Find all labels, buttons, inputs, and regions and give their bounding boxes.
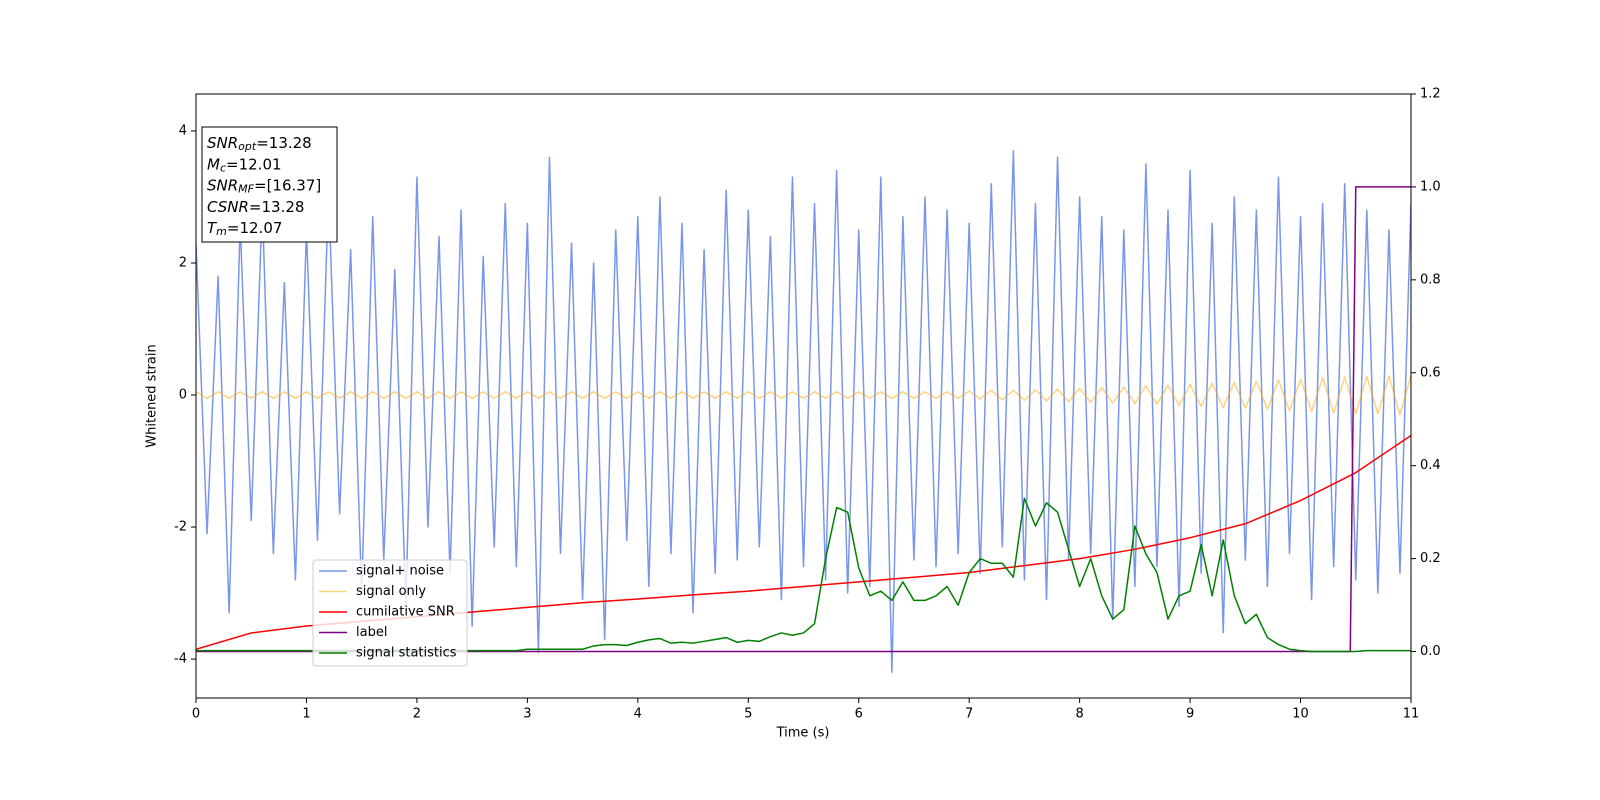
y-tick-label: -4 bbox=[174, 652, 187, 667]
annotation-value: =13.28 bbox=[249, 197, 305, 215]
x-axis-label: Time (s) bbox=[776, 726, 830, 741]
axes-frame bbox=[195, 93, 1412, 699]
series-line bbox=[196, 150, 1411, 674]
y2-tick-label: 0.2 bbox=[1420, 551, 1441, 566]
y-tick-label: 4 bbox=[179, 123, 187, 138]
x-tick-label: 7 bbox=[965, 707, 973, 722]
x-tick-label: 10 bbox=[1292, 707, 1309, 722]
annotation-line: Mc=12.01 bbox=[207, 155, 282, 175]
legend-box bbox=[312, 559, 468, 667]
annotation-line: SNRMF=[16.37] bbox=[207, 176, 321, 196]
y2-tick-label: 0.0 bbox=[1420, 644, 1441, 659]
y-axis-label: Whitened strain bbox=[145, 344, 160, 447]
y2-tick-label: 0.4 bbox=[1420, 458, 1441, 473]
y2-tick-label: 0.6 bbox=[1420, 365, 1441, 380]
annotation-sub: MF bbox=[238, 183, 254, 196]
x-tick-label: 2 bbox=[413, 707, 421, 722]
annotation-box bbox=[201, 126, 338, 243]
x-tick-label: 4 bbox=[634, 707, 642, 722]
x-tick-label: 6 bbox=[855, 707, 863, 722]
x-tick-label: 8 bbox=[1075, 707, 1083, 722]
y2-tick-label: 1.2 bbox=[1420, 87, 1441, 102]
annotation-main: CSNR bbox=[207, 197, 249, 215]
annotation-main: M bbox=[207, 155, 220, 173]
annotation-line: CSNR=13.28 bbox=[207, 197, 304, 215]
annotation-sub: c bbox=[220, 161, 226, 174]
y-tick-label: 2 bbox=[179, 255, 187, 270]
y2-tick-label: 0.8 bbox=[1420, 272, 1441, 287]
annotation-value: =12.01 bbox=[226, 155, 282, 173]
annotation-sub: opt bbox=[238, 140, 257, 153]
legend-label: signal statistics bbox=[356, 646, 457, 661]
x-tick-label: 0 bbox=[192, 707, 200, 722]
x-tick-label: 9 bbox=[1186, 707, 1194, 722]
x-tick-label: 3 bbox=[523, 707, 531, 722]
annotation-line: Tm=12.07 bbox=[207, 219, 282, 239]
y-tick-label: -2 bbox=[174, 520, 187, 535]
x-tick-label: 1 bbox=[302, 707, 310, 722]
x-tick-label: 11 bbox=[1403, 707, 1420, 722]
annotation-value: =12.07 bbox=[227, 219, 283, 237]
x-tick-label: 5 bbox=[744, 707, 752, 722]
annotation-value: =13.28 bbox=[256, 134, 312, 152]
legend-label: cumilative SNR bbox=[356, 605, 455, 620]
annotation-value: =[16.37] bbox=[254, 176, 321, 194]
annotation-main: T bbox=[207, 219, 218, 237]
annotation-main: SNR bbox=[207, 134, 238, 152]
y-tick-label: 0 bbox=[179, 388, 187, 403]
legend-label: label bbox=[356, 625, 387, 640]
legend-label: signal+ noise bbox=[356, 564, 444, 579]
annotation-sub: m bbox=[216, 225, 227, 238]
series-line bbox=[196, 186, 1411, 653]
annotation-main: SNR bbox=[207, 176, 238, 194]
y2-tick-label: 1.0 bbox=[1420, 179, 1441, 194]
legend-label: signal only bbox=[356, 584, 426, 599]
annotation-line: SNRopt=13.28 bbox=[207, 134, 312, 154]
series-line bbox=[196, 375, 1411, 416]
